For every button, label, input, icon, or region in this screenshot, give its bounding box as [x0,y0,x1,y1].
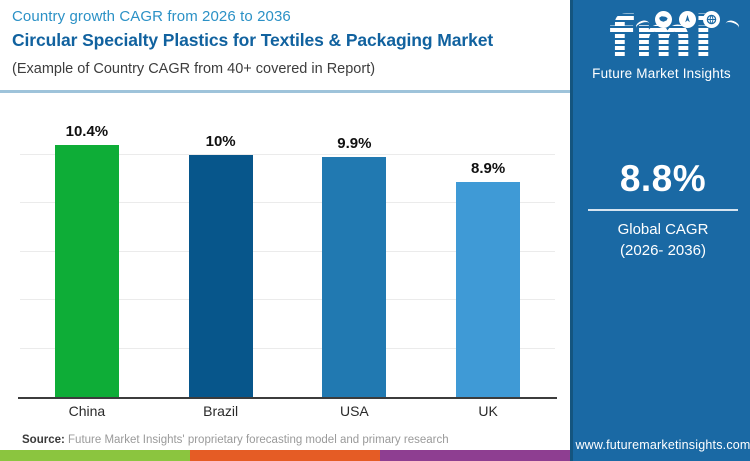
category-labels-row: China Brazil USA UK [20,403,555,419]
global-cagr-block: 8.8% Global CAGR (2026- 2036) [573,158,750,261]
source-text: Future Market Insights' proprietary fore… [64,434,449,446]
x-axis-line [18,397,557,399]
global-cagr-label-line2: (2026- 2036) [620,242,706,259]
global-cagr-label-line1: Global CAGR [617,221,709,238]
bar-slot: 9.9% [288,97,422,397]
fmi-logo-caption: Future Market Insights [592,66,731,81]
stripe-segment [190,450,380,461]
category-label-brazil: Brazil [203,403,239,419]
source-label: Source: [22,434,65,446]
gridline [20,250,555,252]
fmi-logo-dots [634,11,741,33]
chart-subtitle: Country growth CAGR from 2026 to 2036 [12,8,291,25]
website-url: www.futuremarketinsights.com [575,438,750,452]
compass-icon [678,11,696,28]
brand-sidebar: fmi Future Market Insights 8.8% Global C… [570,0,750,461]
gridline [20,299,555,301]
category-label-usa: USA [339,403,369,419]
bar-value-label: 8.9% [471,159,506,177]
fmi-logo: fmi Future Market Insights [582,10,742,98]
bar-chart-plot-area: 10.4% 10% 9.9% 8.9% [18,97,557,399]
cagr-divider [588,209,738,211]
bar-china [54,145,119,397]
global-cagr-label: Global CAGR (2026- 2036) [573,219,750,261]
category-label-china: China [68,403,106,419]
chart-note: (Example of Country CAGR from 40+ covere… [12,61,376,77]
bar-slot: 10.4% [20,97,154,397]
source-line: Source: Future Market Insights' propriet… [22,434,449,446]
bar-value-label: 9.9% [337,135,372,153]
gridline [20,154,555,156]
bar-uk [456,181,521,397]
bars-row: 10.4% 10% 9.9% 8.9% [20,97,555,397]
bar-value-label: 10% [205,133,236,151]
globe-icon [702,11,720,28]
footer-color-stripe [0,450,570,461]
bar-brazil [188,155,253,397]
global-cagr-value: 8.8% [619,158,707,199]
bar-slot: 10% [154,97,288,397]
map-icon [654,11,672,28]
stripe-segment [0,450,190,461]
gridline [20,347,555,349]
category-label-uk: UK [478,403,498,419]
header: Country growth CAGR from 2026 to 2036 Ci… [0,0,570,93]
chart-title: Circular Specialty Plastics for Textiles… [12,30,494,50]
bar-slot: 8.9% [421,97,555,397]
stripe-segment [380,450,570,461]
bar-value-label: 10.4% [65,123,109,141]
main-chart-panel: Country growth CAGR from 2026 to 2036 Ci… [0,0,570,461]
bar-usa [322,157,387,397]
gridline [20,202,555,204]
